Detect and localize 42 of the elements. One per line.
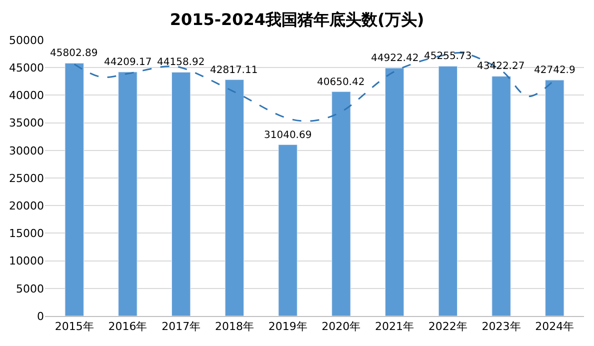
data-label: 43422.27 — [477, 61, 525, 72]
y-tick-label: 5000 — [16, 282, 44, 296]
x-tick-label: 2021年 — [375, 320, 414, 334]
chart-title: 2015-2024我国猪年底头数(万头) — [170, 10, 424, 30]
bar — [118, 72, 138, 316]
x-tick-label: 2022年 — [428, 320, 468, 334]
x-tick-label: 2019年 — [268, 320, 308, 334]
data-label: 45255.73 — [424, 51, 472, 62]
y-tick-label: 45000 — [9, 61, 44, 74]
bar — [492, 76, 511, 316]
x-tick-label: 2024年 — [535, 320, 574, 334]
bar — [172, 72, 191, 316]
y-tick-label: 35000 — [9, 116, 44, 130]
x-tick-label: 2020年 — [322, 320, 361, 334]
x-tick-label: 2017年 — [162, 320, 201, 334]
data-label: 44922.42 — [371, 53, 419, 64]
y-tick-label: 30000 — [9, 144, 44, 158]
y-tick-label: 15000 — [9, 227, 44, 240]
y-tick-label: 20000 — [9, 199, 44, 212]
bar — [545, 80, 564, 316]
data-label: 42817.11 — [210, 65, 258, 76]
y-tick-label: 50000 — [9, 34, 44, 47]
y-tick-label: 40000 — [9, 89, 44, 102]
y-tick-label: 10000 — [9, 254, 44, 268]
y-tick-label: 0 — [37, 310, 44, 323]
bar — [438, 66, 458, 316]
data-label: 45802.89 — [50, 48, 98, 59]
x-tick-label: 2015年 — [54, 320, 94, 334]
bar — [384, 68, 404, 316]
data-label: 42742.9 — [534, 65, 576, 76]
bar — [278, 144, 298, 316]
data-label: 31040.69 — [264, 130, 312, 141]
data-label: 44209.17 — [104, 57, 152, 68]
y-tick-label: 25000 — [9, 172, 44, 185]
bar — [224, 79, 244, 316]
x-tick-label: 2016年 — [108, 320, 148, 334]
x-tick-label: 2018年 — [214, 320, 254, 334]
bar — [64, 62, 84, 316]
bar — [332, 91, 351, 316]
data-label: 44158.92 — [157, 57, 205, 68]
data-label: 40650.42 — [317, 77, 365, 88]
x-tick-label: 2023年 — [482, 320, 521, 334]
